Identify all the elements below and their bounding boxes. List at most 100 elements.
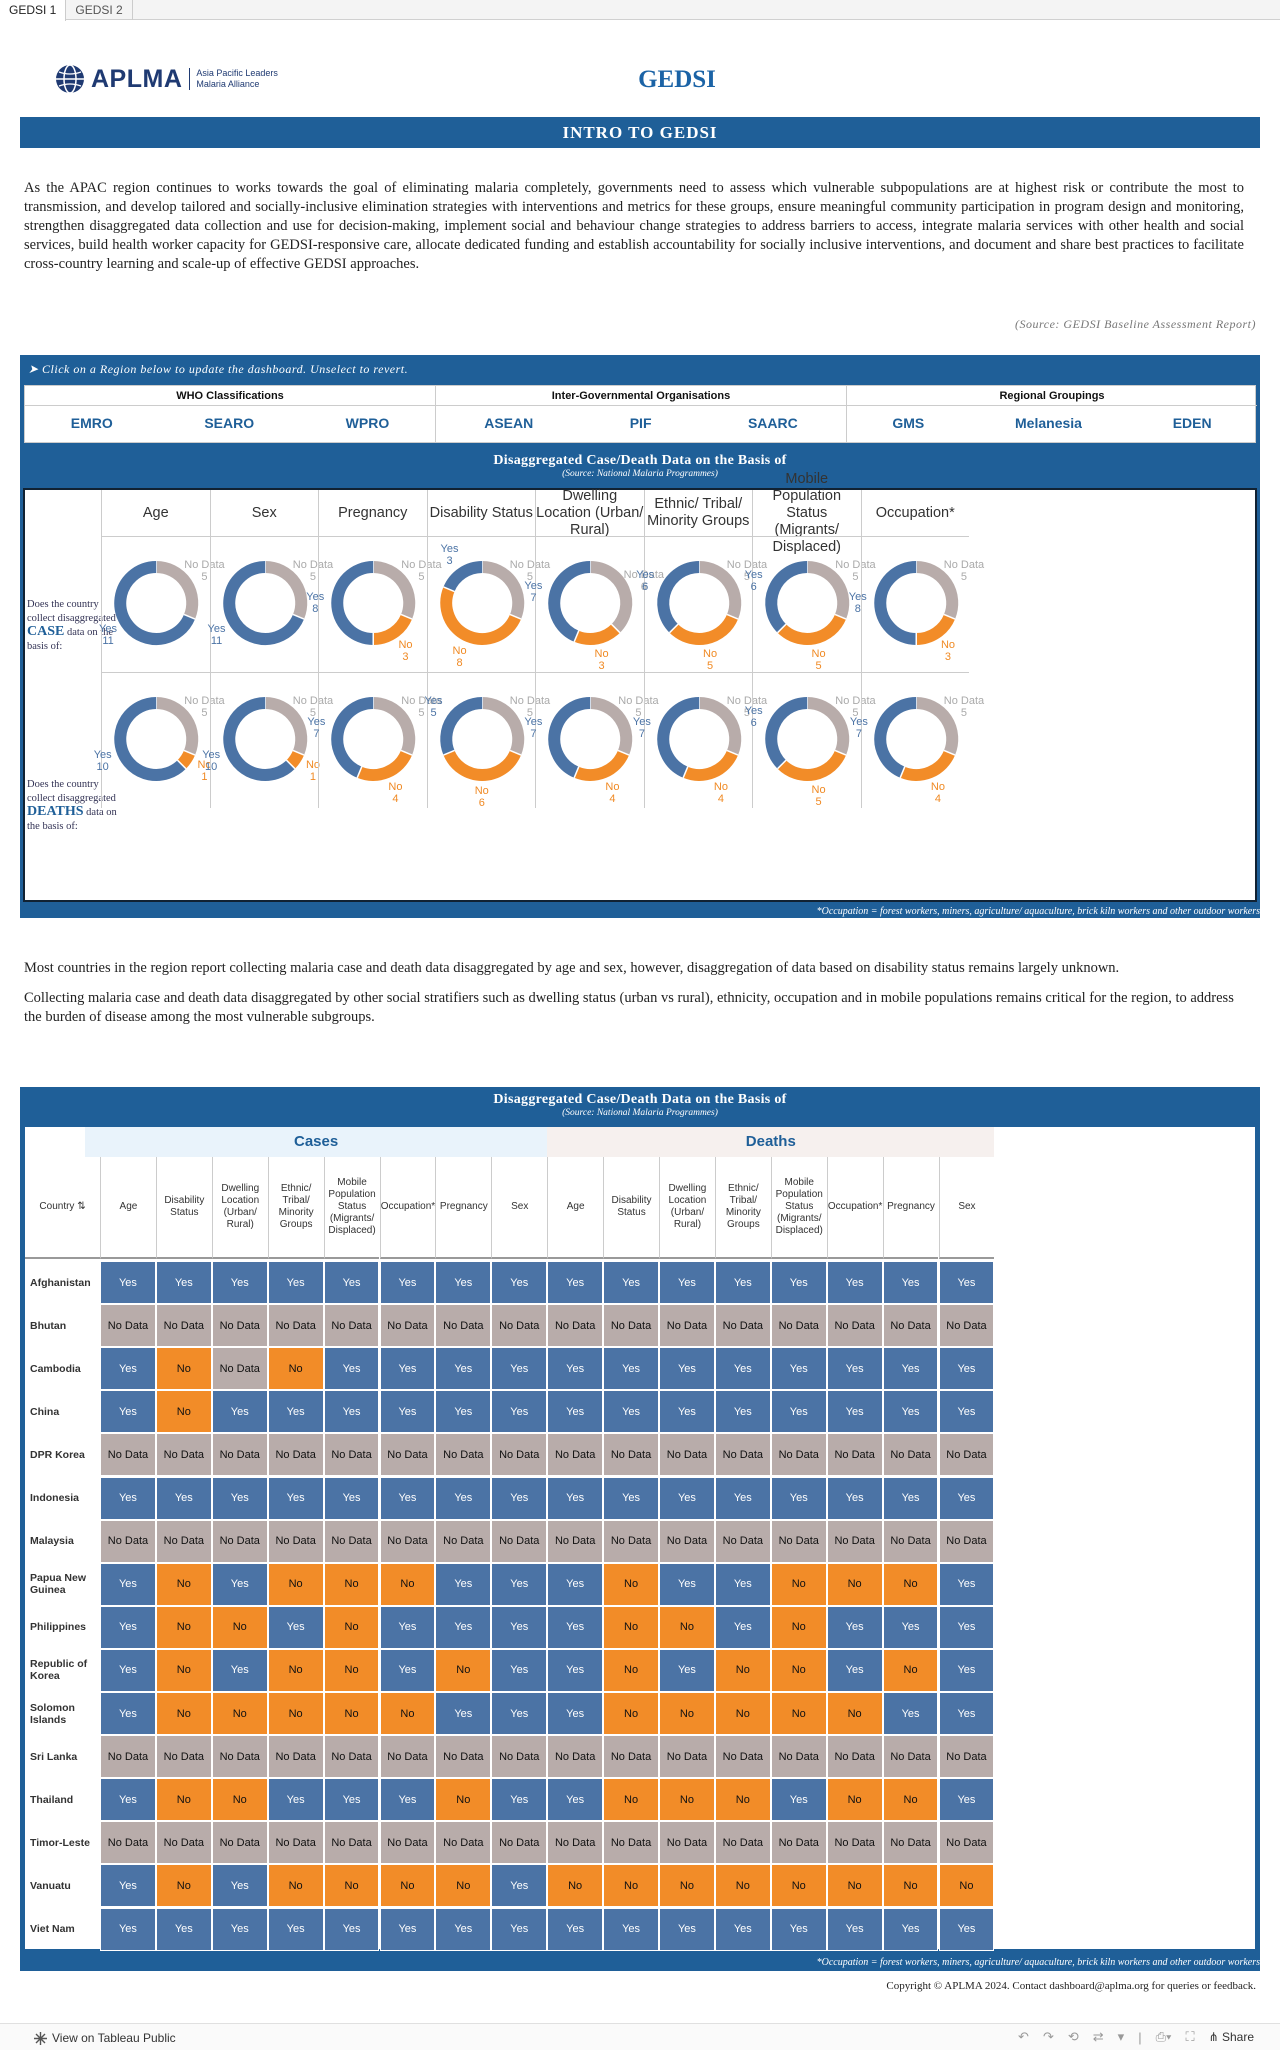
table-cell[interactable]: No Data	[100, 1735, 156, 1779]
donut-cell-case-disability-status[interactable]: No Data 5 No 8 Yes 3	[426, 536, 550, 672]
table-cell[interactable]: Yes	[491, 1648, 548, 1692]
table-cell[interactable]: No Data	[603, 1304, 659, 1348]
table-cell[interactable]: No Data	[267, 1304, 324, 1348]
table-cell[interactable]: Yes	[882, 1347, 939, 1391]
table-cell[interactable]: Yes	[379, 1648, 436, 1692]
table-cell[interactable]: Yes	[100, 1864, 156, 1908]
table-cell[interactable]: No Data	[211, 1304, 268, 1348]
table-cell[interactable]: Yes	[938, 1476, 995, 1520]
donut-slice-nodata[interactable]	[698, 697, 741, 756]
donut-cell-case-sex[interactable]: No Data 5 Yes 11	[208, 536, 333, 672]
table-cell[interactable]: No	[323, 1692, 380, 1736]
table-cell[interactable]: No Data	[435, 1304, 492, 1348]
table-cell[interactable]: No	[323, 1562, 380, 1606]
table-cell[interactable]: Yes	[491, 1261, 548, 1305]
table-cell[interactable]: Yes	[435, 1476, 492, 1520]
table-cell[interactable]: Yes	[100, 1605, 156, 1649]
donut-slice-no[interactable]	[669, 614, 738, 645]
table-cell[interactable]: No	[770, 1692, 827, 1736]
table-cell[interactable]: Yes	[435, 1261, 492, 1305]
donut-cell-deaths-mobile-population-status-migrants-displaced[interactable]: No Data 5 No 5 Yes 6	[745, 672, 876, 808]
column-header-death-occupation[interactable]: Occupation*	[826, 1157, 883, 1259]
table-cell[interactable]: No	[323, 1648, 380, 1692]
table-cell[interactable]: Yes	[379, 1778, 436, 1822]
table-cell[interactable]: Yes	[435, 1907, 492, 1951]
donut-cell-case-dwelling-location-urban-rural[interactable]: No Data 6 No 3 Yes 7	[524, 536, 664, 672]
table-cell[interactable]: No Data	[547, 1433, 604, 1477]
table-cell[interactable]: Yes	[938, 1778, 995, 1822]
table-cell[interactable]: No Data	[100, 1519, 156, 1563]
table-cell[interactable]: No Data	[379, 1735, 436, 1779]
table-cell[interactable]: No Data	[714, 1304, 771, 1348]
table-cell[interactable]: Yes	[714, 1907, 771, 1951]
revert-icon[interactable]: ⟲	[1067, 2029, 1079, 2044]
table-cell[interactable]: No Data	[211, 1735, 268, 1779]
table-cell[interactable]: Yes	[547, 1390, 604, 1434]
table-cell[interactable]: No Data	[938, 1735, 995, 1779]
table-cell[interactable]: No Data	[379, 1821, 436, 1865]
view-on-tableau-link[interactable]: View on Tableau Public	[34, 2031, 176, 2045]
table-cell[interactable]: Yes	[603, 1907, 659, 1951]
table-cell[interactable]: Yes	[826, 1261, 883, 1305]
table-cell[interactable]: Yes	[826, 1476, 883, 1520]
table-cell[interactable]: No Data	[659, 1304, 715, 1348]
donut-slice-nodata[interactable]	[372, 697, 416, 756]
donut-slice-yes[interactable]	[442, 561, 483, 592]
table-cell[interactable]: Yes	[714, 1347, 771, 1391]
table-cell[interactable]: Yes	[547, 1347, 604, 1391]
donut-cell-deaths-ethnic-tribal-minority-groups[interactable]: No Data 5 No 4 Yes 7	[633, 672, 767, 808]
table-cell[interactable]: Yes	[211, 1476, 268, 1520]
table-cell[interactable]: Yes	[714, 1390, 771, 1434]
table-cell[interactable]: No Data	[714, 1735, 771, 1779]
table-cell[interactable]: Yes	[547, 1476, 604, 1520]
table-cell[interactable]: Yes	[323, 1778, 380, 1822]
table-cell[interactable]: Yes	[547, 1692, 604, 1736]
donut-slice-no[interactable]	[777, 614, 847, 645]
table-cell[interactable]: No Data	[603, 1519, 659, 1563]
table-cell[interactable]: Yes	[100, 1907, 156, 1951]
table-cell[interactable]: No	[211, 1692, 268, 1736]
table-cell[interactable]: No	[155, 1692, 212, 1736]
region-asean[interactable]: ASEAN	[484, 415, 534, 431]
table-cell[interactable]: No Data	[826, 1519, 883, 1563]
table-cell[interactable]: No Data	[659, 1519, 715, 1563]
refresh-icon[interactable]: ⇄	[1092, 2029, 1104, 2044]
table-cell[interactable]: Yes	[323, 1390, 380, 1434]
table-cell[interactable]: Yes	[491, 1778, 548, 1822]
fullscreen-icon[interactable]: ⛶	[1185, 2029, 1195, 2044]
donut-slice-no[interactable]	[915, 614, 955, 645]
table-cell[interactable]: Yes	[659, 1562, 715, 1606]
donut-slice-nodata[interactable]	[915, 697, 958, 756]
table-cell[interactable]: No Data	[938, 1433, 995, 1477]
table-cell[interactable]: Yes	[826, 1648, 883, 1692]
table-cell[interactable]: No Data	[882, 1433, 939, 1477]
table-cell[interactable]: Yes	[267, 1261, 324, 1305]
table-cell[interactable]: Yes	[155, 1476, 212, 1520]
table-cell[interactable]: Yes	[323, 1261, 380, 1305]
table-cell[interactable]: No Data	[211, 1519, 268, 1563]
donut-slice-yes[interactable]	[765, 561, 808, 633]
table-cell[interactable]: Yes	[547, 1648, 604, 1692]
table-cell[interactable]: No	[379, 1692, 436, 1736]
table-cell[interactable]: Yes	[882, 1605, 939, 1649]
table-cell[interactable]: Yes	[267, 1390, 324, 1434]
table-cell[interactable]: Yes	[714, 1261, 771, 1305]
table-cell[interactable]: Yes	[938, 1562, 995, 1606]
donut-slice-nodata[interactable]	[264, 561, 307, 620]
table-cell[interactable]: Yes	[491, 1864, 548, 1908]
table-cell[interactable]: No Data	[379, 1433, 436, 1477]
donut-slice-yes[interactable]	[548, 697, 591, 778]
region-pif[interactable]: PIF	[629, 415, 652, 431]
table-cell[interactable]: Yes	[770, 1390, 827, 1434]
table-cell[interactable]: No Data	[770, 1304, 827, 1348]
donut-slice-no[interactable]	[574, 623, 620, 645]
table-cell[interactable]: Yes	[659, 1347, 715, 1391]
table-cell[interactable]: Yes	[435, 1347, 492, 1391]
table-cell[interactable]: Yes	[211, 1648, 268, 1692]
table-cell[interactable]: Yes	[100, 1261, 156, 1305]
table-cell[interactable]: No	[435, 1648, 492, 1692]
share-button[interactable]: ⋔ Share	[1208, 2030, 1254, 2044]
table-cell[interactable]: Yes	[211, 1390, 268, 1434]
table-cell[interactable]: No	[659, 1692, 715, 1736]
table-cell[interactable]: No	[826, 1562, 883, 1606]
